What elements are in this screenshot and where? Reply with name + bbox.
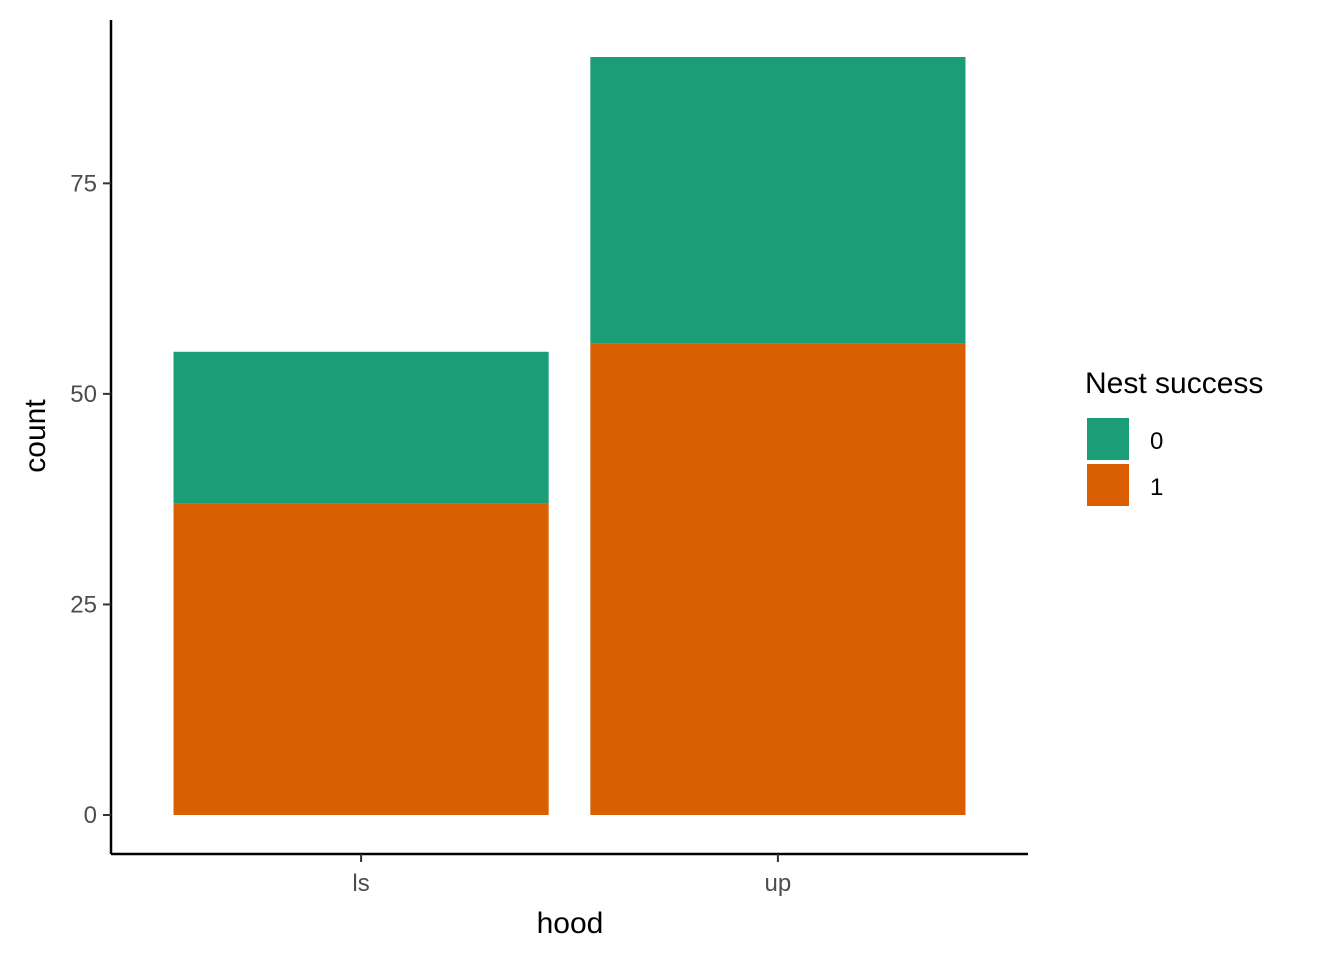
legend-label-0: 0	[1150, 428, 1163, 455]
x-axis-ticks: ls up	[352, 854, 791, 897]
bar-ls-series-0	[173, 351, 549, 504]
y-tick-label: 25	[70, 591, 97, 618]
y-axis-ticks: 0 25 50 75	[70, 170, 111, 829]
legend-key-0	[1087, 418, 1129, 460]
legend-key-1	[1087, 464, 1129, 506]
bar-up-series-0	[590, 57, 966, 344]
x-axis-title: hood	[537, 907, 604, 940]
y-tick-label: 0	[84, 802, 97, 829]
bars-layer	[173, 57, 966, 815]
y-axis-title: count	[19, 399, 52, 473]
legend-items: 01	[1087, 418, 1163, 506]
x-tick-label: ls	[352, 870, 369, 897]
legend-label-1: 1	[1150, 474, 1163, 501]
legend-title: Nest success	[1085, 367, 1263, 400]
x-tick-label: up	[765, 870, 792, 897]
bar-up-series-1	[590, 343, 966, 815]
legend: Nest success 01	[1085, 367, 1263, 506]
bar-ls-series-1	[173, 503, 549, 815]
y-tick-label: 75	[70, 170, 97, 197]
y-tick-label: 50	[70, 381, 97, 408]
